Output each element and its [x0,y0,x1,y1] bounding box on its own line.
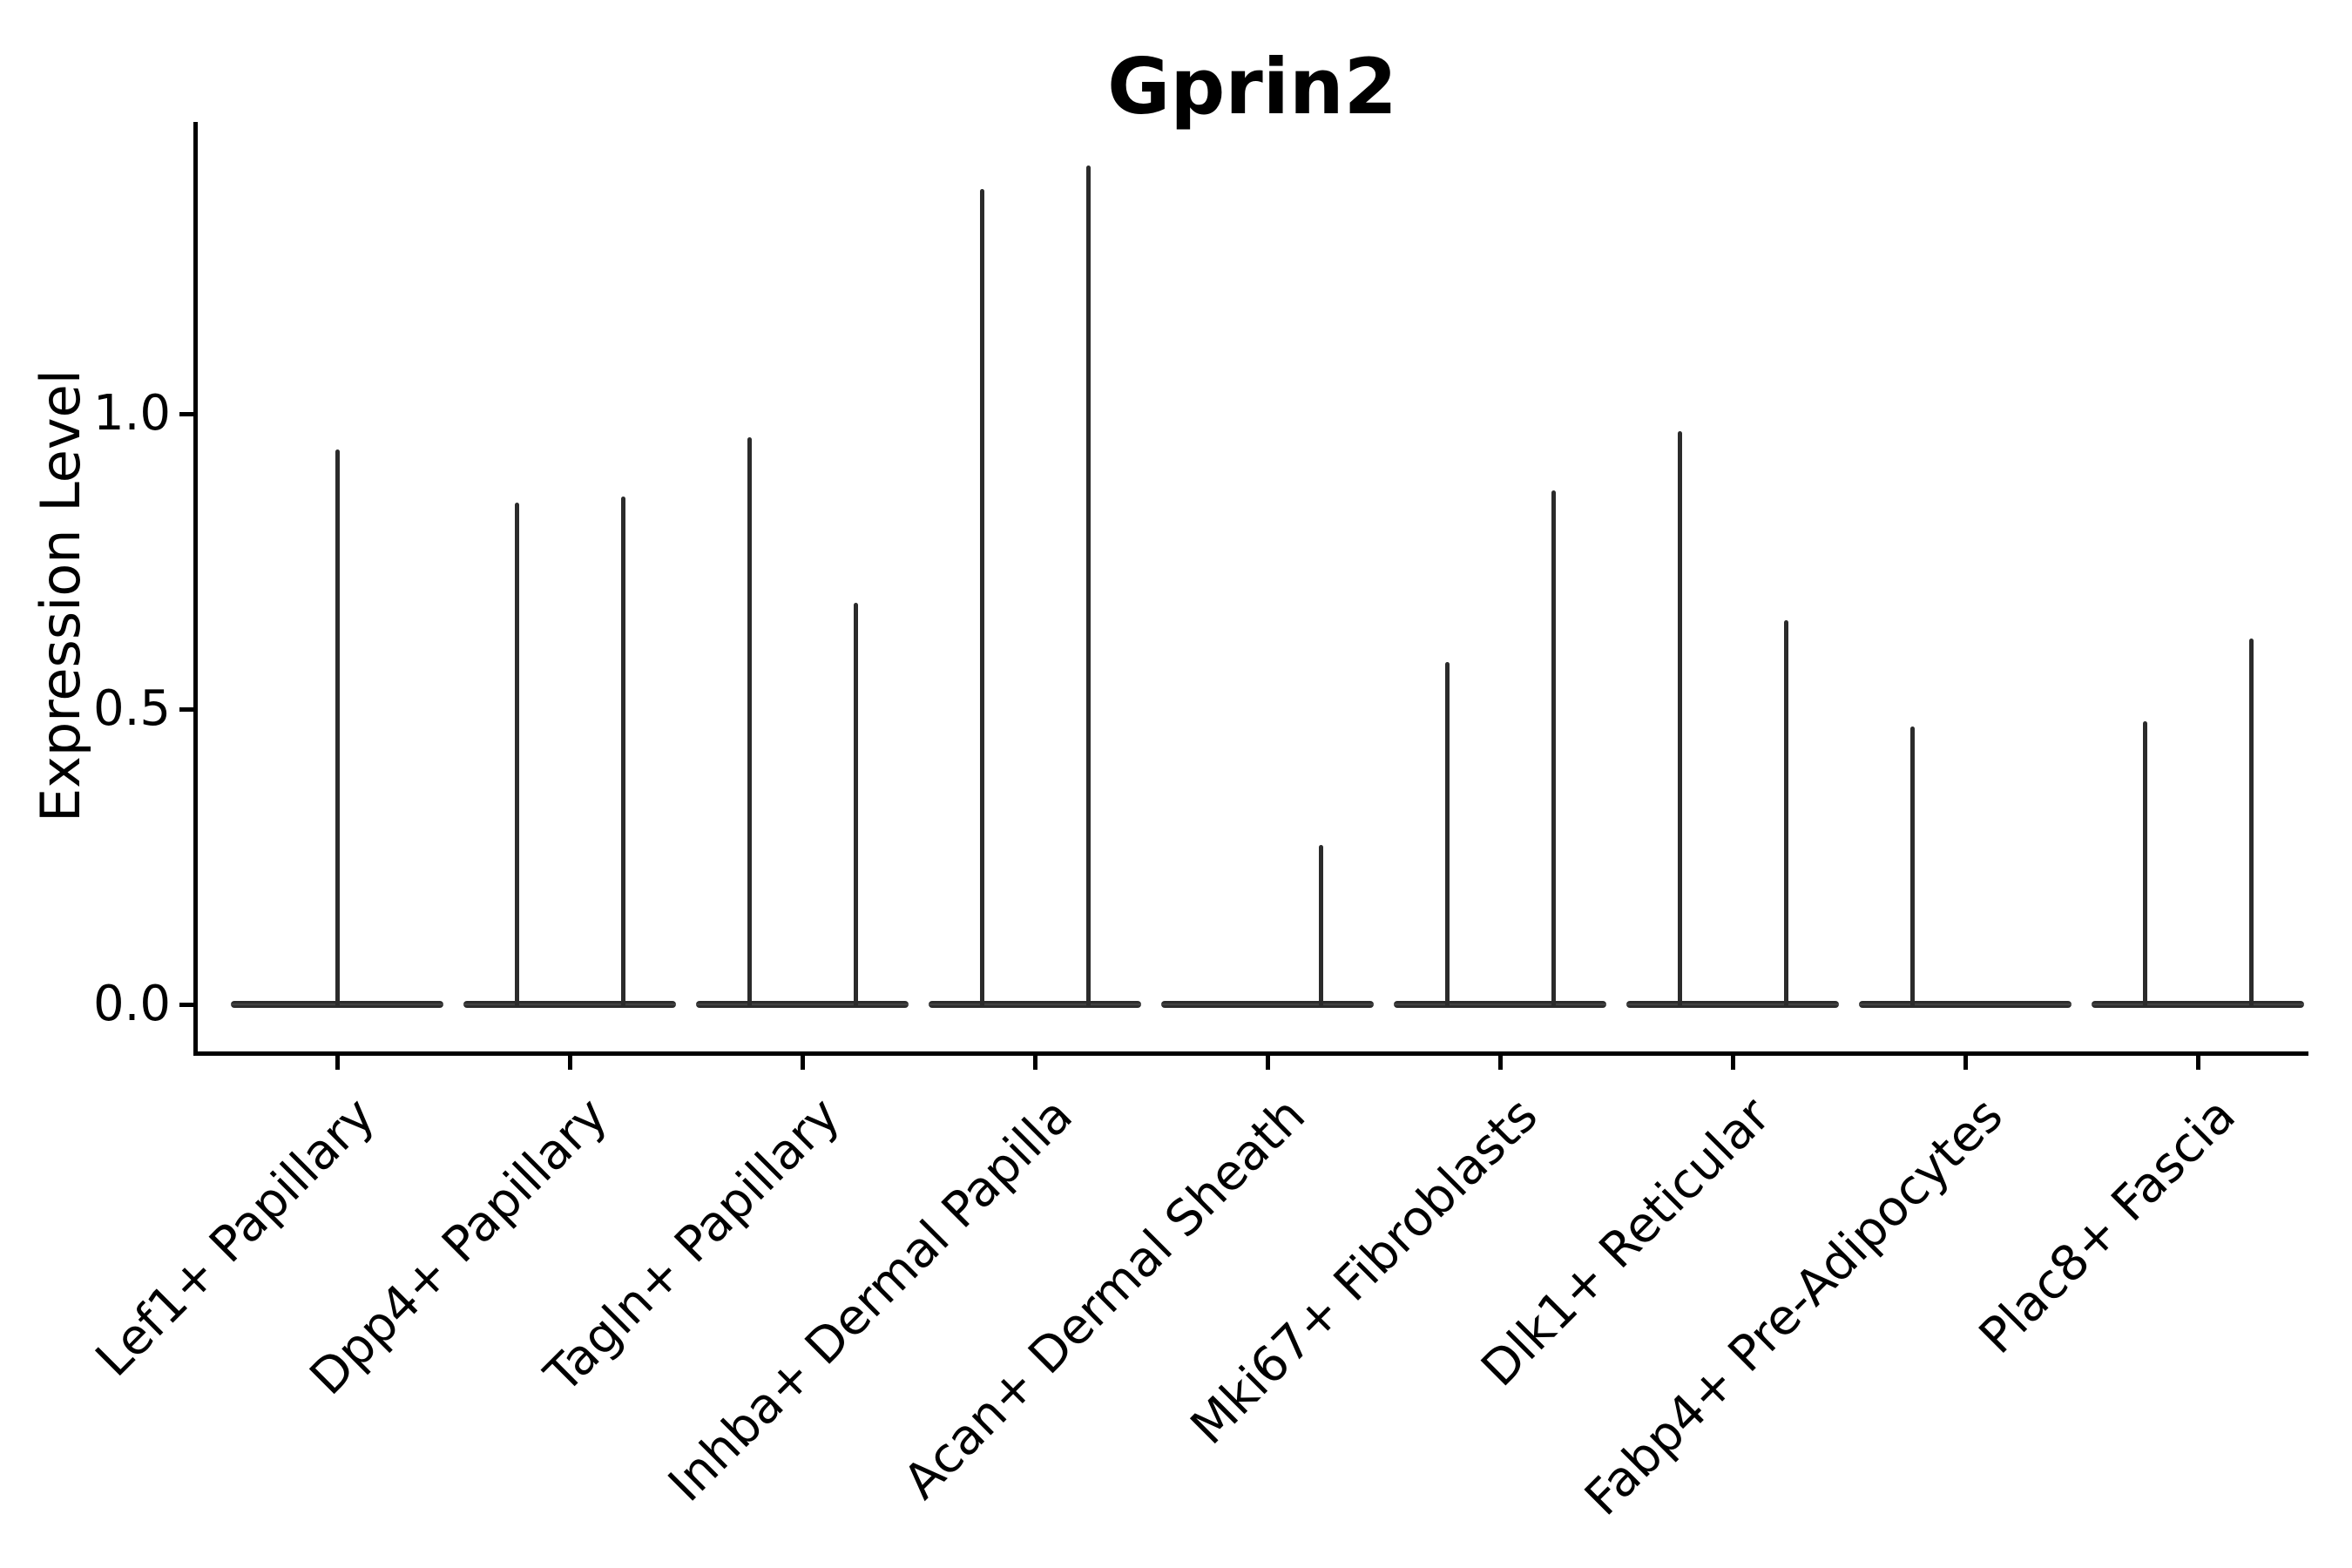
x-tick-mark [1032,1056,1037,1070]
chart-title: Gprin2 [1107,42,1397,132]
violin-baseline [696,1001,909,1008]
violin-baseline [1626,1001,1839,1008]
violin-spike [979,189,984,1008]
x-tick-label: Dpp4+ Papillary [299,1086,618,1407]
violin-spike [853,602,858,1008]
x-tick-mark [1265,1056,1270,1070]
violin-spike [620,496,625,1008]
violin-spike [1909,727,1915,1008]
y-tick-mark [179,706,193,712]
violin-baseline [1394,1001,1606,1008]
x-tick-label: Mki67+ Fibroblasts [1179,1086,1549,1456]
x-axis-spine [193,1051,2308,1056]
violin-spike [2248,638,2254,1008]
x-tick-mark [335,1056,340,1070]
violin-baseline [1161,1001,1374,1008]
x-tick-mark [800,1056,805,1070]
x-tick-mark [1963,1056,1968,1070]
y-tick-label: 1.0 [92,385,171,442]
violin-baseline [929,1001,1141,1008]
violin-spike [1085,166,1091,1008]
x-tick-label: Inhba+ Dermal Papilla [658,1086,1084,1513]
y-tick-mark [179,411,193,416]
violin-spike [1444,661,1450,1008]
x-tick-label: Acan+ Dermal Sheath [893,1086,1316,1511]
y-tick-label: 0.5 [92,680,171,737]
x-tick-label: Plac8+ Fascia [1968,1086,2247,1365]
violin-spike [1677,431,1682,1008]
violin-spike [1551,490,1556,1008]
x-tick-label: Tagln+ Papillary [534,1086,851,1404]
x-tick-mark [2195,1056,2200,1070]
x-tick-mark [1497,1056,1503,1070]
violin-spike [514,502,519,1008]
violin-spike [1318,844,1323,1008]
x-tick-label: Fabp4+ Pre-Adipocytes [1574,1086,2014,1527]
x-tick-label: Dlk1+ Reticular [1470,1086,1781,1398]
violin-spike [2142,720,2147,1008]
violin-baseline [463,1001,676,1008]
x-tick-mark [1730,1056,1735,1070]
x-tick-mark [567,1056,572,1070]
violin-spike [747,437,752,1008]
y-tick-mark [179,1002,193,1007]
violin-spike [1783,620,1788,1008]
violin-baseline [2092,1001,2304,1008]
violin-baseline [1859,1001,2072,1008]
y-axis-spine [193,122,198,1056]
y-tick-label: 0.0 [92,976,171,1032]
violin-spike [335,449,340,1008]
